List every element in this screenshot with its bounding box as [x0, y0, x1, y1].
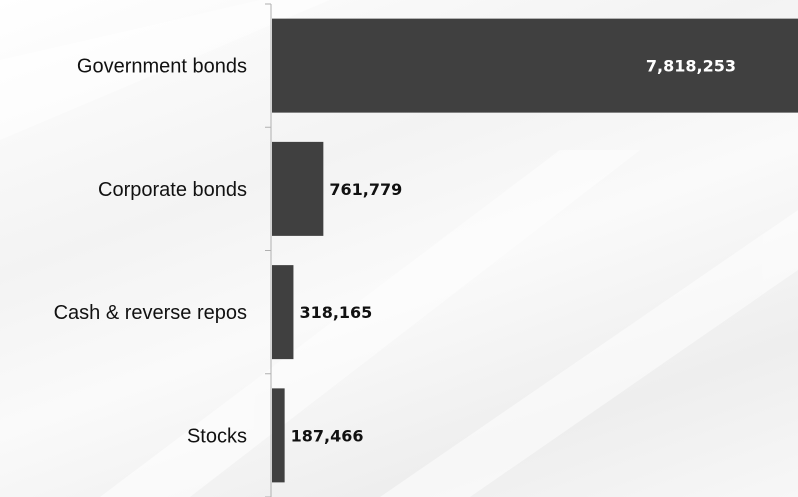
bar-government-bonds — [272, 18, 798, 113]
category-label: Government bonds — [77, 56, 247, 78]
bars-group — [272, 18, 798, 483]
y-axis-ticks — [265, 3, 271, 497]
category-label: Corporate bonds — [98, 179, 247, 201]
category-label: Cash & reverse repos — [54, 302, 247, 324]
value-label: 761,779 — [329, 180, 402, 199]
value-label: 187,466 — [291, 426, 364, 445]
bar-stocks — [272, 388, 285, 483]
value-label: 318,165 — [299, 303, 372, 322]
bar-cash-reverse-repos — [272, 265, 294, 360]
category-label: Stocks — [187, 425, 247, 447]
bar-corporate-bonds — [272, 141, 324, 236]
category-labels: Government bonds Corporate bonds Cash & re… — [54, 56, 247, 448]
value-labels: 7,818,253 761,779 318,165 187,466 — [291, 57, 736, 446]
value-label: 7,818,253 — [646, 57, 736, 76]
